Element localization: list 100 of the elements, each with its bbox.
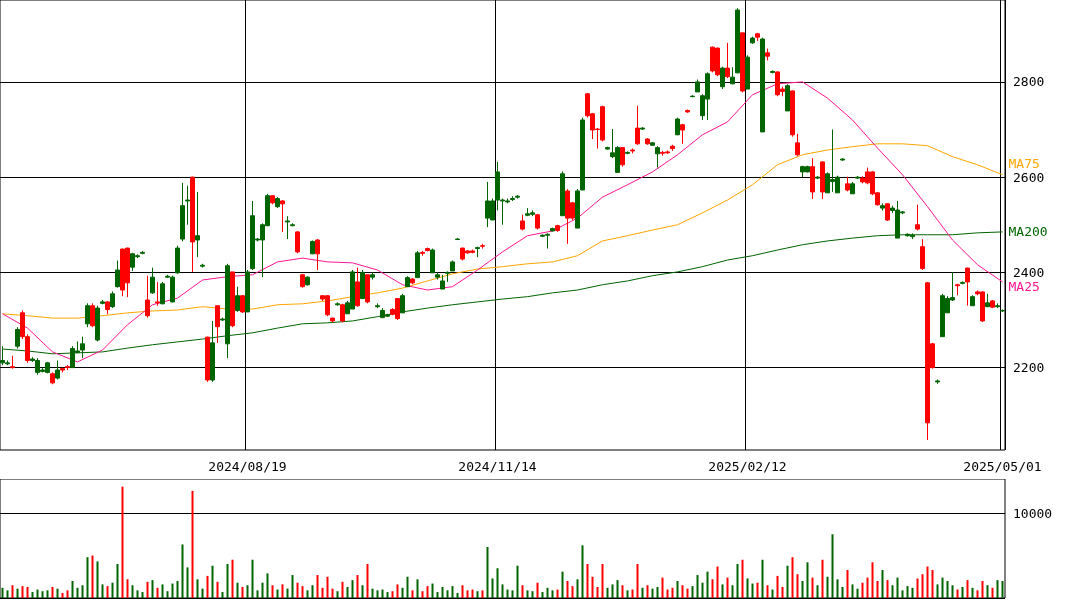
bar [386, 592, 389, 598]
bar [231, 559, 234, 598]
candlestick [735, 7, 740, 74]
candlestick [855, 175, 860, 180]
candlestick [795, 133, 800, 157]
bar [521, 585, 524, 598]
candlestick [475, 246, 480, 258]
bar [151, 580, 154, 598]
bar [651, 588, 654, 598]
bar [816, 585, 819, 598]
bar [221, 592, 224, 598]
bar [291, 575, 294, 598]
candlestick [455, 237, 460, 241]
y-tick-label: 2600 [1013, 169, 1045, 185]
bar [136, 590, 139, 598]
bar [441, 586, 444, 598]
bar [76, 587, 79, 598]
bar [251, 559, 254, 598]
bar [931, 569, 934, 598]
bar [946, 581, 949, 598]
bar [321, 587, 324, 598]
bar [671, 587, 674, 598]
candlestick [160, 281, 165, 305]
bar [761, 559, 764, 598]
candlestick [195, 191, 200, 258]
candlestick [790, 89, 795, 138]
bar [41, 591, 44, 598]
bar [606, 587, 609, 598]
x-tick-label: 2024/11/14 [458, 459, 537, 474]
bar [396, 584, 399, 598]
candlestick [810, 157, 815, 200]
candlestick [995, 302, 1000, 309]
candlestick [370, 271, 375, 281]
candlestick [915, 204, 920, 231]
candlestick [270, 194, 275, 205]
bar [311, 585, 314, 598]
bar [796, 574, 799, 598]
bar [961, 586, 964, 598]
candlestick [240, 294, 245, 314]
bar [186, 567, 189, 598]
bar [371, 588, 374, 598]
candlestick [185, 185, 190, 226]
bar [266, 573, 269, 598]
candlestick [300, 273, 305, 289]
bar [1001, 581, 1004, 598]
bar [561, 571, 564, 598]
bar [391, 591, 394, 598]
candlestick [730, 66, 735, 85]
bar [86, 557, 89, 598]
bar [871, 562, 874, 598]
series-label: MA75 [1008, 155, 1040, 171]
bar [581, 545, 584, 598]
candlestick [245, 269, 250, 313]
bar [661, 577, 664, 598]
candlestick [100, 299, 105, 305]
bar [351, 580, 354, 598]
bar [346, 586, 349, 598]
y-tick-label: 2200 [1013, 360, 1045, 376]
bar [121, 486, 124, 598]
bar [51, 586, 54, 598]
bar [826, 576, 829, 598]
bar [711, 579, 714, 598]
bar [586, 564, 589, 598]
bar [516, 565, 519, 598]
bar [991, 587, 994, 598]
candlestick [970, 294, 975, 307]
candlestick [205, 336, 210, 383]
bar [751, 583, 754, 598]
bar [856, 588, 859, 598]
bar [781, 586, 784, 598]
candlestick [560, 170, 565, 217]
y-tick-label: 10000 [1013, 505, 1053, 521]
bar [286, 588, 289, 598]
bar [601, 564, 604, 598]
bar [196, 579, 199, 598]
candlestick [520, 214, 525, 231]
bar [776, 575, 779, 598]
candlestick [745, 54, 750, 90]
bar [331, 588, 334, 598]
bar [926, 566, 929, 598]
candlestick [275, 196, 280, 209]
candlestick [815, 175, 820, 180]
bar [541, 592, 544, 598]
bar [431, 583, 434, 598]
candlestick [440, 274, 445, 290]
bar [96, 561, 99, 598]
candlestick [850, 181, 855, 195]
bar [241, 586, 244, 598]
bar [996, 580, 999, 598]
bar [361, 585, 364, 598]
bar [716, 566, 719, 598]
candlestick [625, 150, 630, 155]
bar [511, 590, 514, 598]
bar [126, 579, 129, 598]
series-label: MA200 [1008, 224, 1048, 240]
bar [676, 581, 679, 598]
candlestick [360, 269, 365, 300]
bar [731, 585, 734, 598]
candlestick [315, 238, 320, 271]
bar [26, 586, 29, 598]
